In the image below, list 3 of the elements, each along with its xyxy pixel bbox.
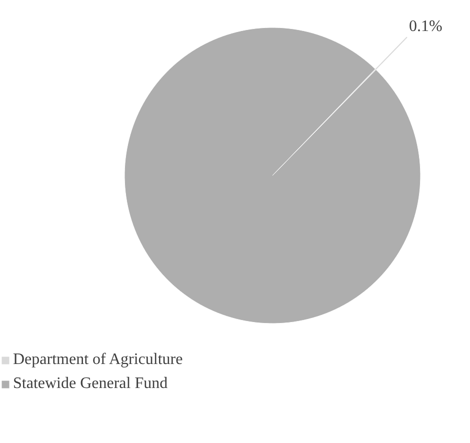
legend-label: Statewide General Fund [13,375,168,393]
legend-label: Department of Agriculture [13,351,183,369]
data-label: 0.1% [409,18,442,36]
